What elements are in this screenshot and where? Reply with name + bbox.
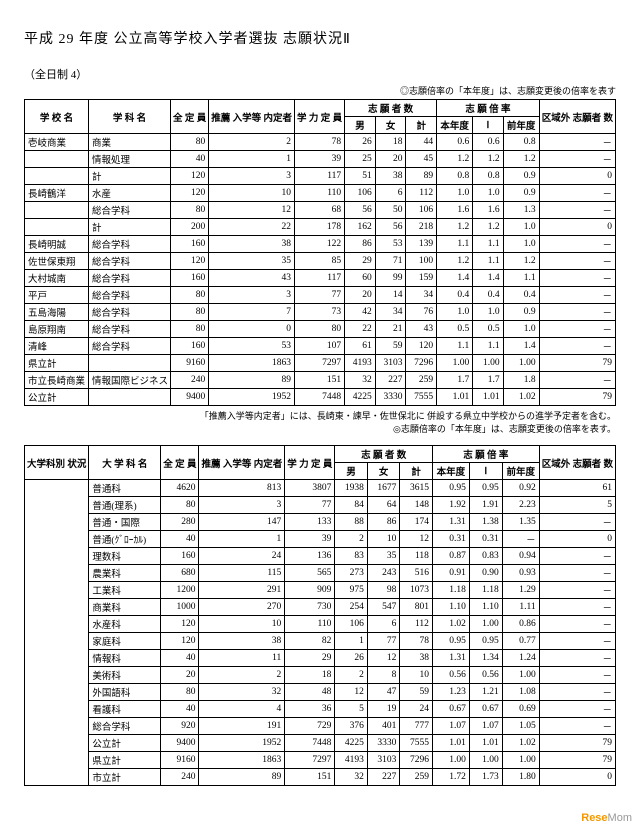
table-row: 看護科40436519240.670.670.69－ [25,701,616,718]
h-app: 志 願 者 数 [345,100,437,117]
table-row: 工業科12002919099759810731.181.181.29－ [25,582,616,599]
h-rec: 推薦 入学等 内定者 [209,100,295,134]
h2-cat: 大学科別 状況 [25,446,89,480]
table-row: 水産科1201011010661121.021.000.86－ [25,616,616,633]
table-depts: 大学科別 状況 大 学 科 名 全 定 員 推薦 入学等 内定者 学 力 定 員… [24,445,616,786]
h-i: Ⅰ [473,117,503,134]
table-row: 計20022178162562181.21.21.00 [25,219,616,236]
h-f: 女 [375,117,406,134]
table-row: 農業科6801155652732435160.910.900.93－ [25,565,616,582]
h-py: 前年度 [503,117,539,134]
table-row: 県立計9160186372974193310372961.001.001.007… [25,752,616,769]
table-row: 島原翔南総合学科800802221430.50.51.0－ [25,321,616,338]
table-row: 計12031175138890.80.80.90 [25,168,616,185]
h-cap: 全 定 員 [170,100,208,134]
h2-app: 志 願 者 数 [335,446,433,463]
h2-dept: 大 学 科 名 [89,446,161,480]
table-row: 総合学科9201917293764017771.071.071.05－ [25,718,616,735]
table-row: 五島海陽総合学科807734234761.01.00.9－ [25,304,616,321]
table-row: 総合学科80126856501061.61.61.3－ [25,202,616,219]
table-row: 外国語科8032481247591.231.211.08－ [25,684,616,701]
h2-rec: 推薦 入学等 内定者 [199,446,285,480]
subtitle: （全日制 4） [24,66,616,82]
table-row: 普通科462081338071938167736150.950.950.9261 [25,480,616,497]
table-row: 大村城南総合学科1604311760991591.41.41.1－ [25,270,616,287]
table-row: 情報処理401392520451.21.21.2－ [25,151,616,168]
table-row: 理数科1602413683351180.870.830.94－ [25,548,616,565]
h-acap: 学 力 定 員 [295,100,345,134]
h-ext: 区域外 志願者 数 [539,100,615,134]
watermark: ReseReseMomMom [581,812,632,824]
h2-cap: 全 定 員 [161,446,199,480]
page-title: 平成 29 年度 公立高等学校入学者選抜 志願状況Ⅱ [24,28,616,48]
table-row: 清峰総合学科1605310761591201.11.11.4－ [25,338,616,355]
h2-ext: 区域外 志願者 数 [539,446,615,480]
table-row: 普通(ｸﾞﾛｰｶﾙ)40139210120.310.31－0 [25,531,616,548]
table-row: 市立計24089151322272591.721.731.800 [25,769,616,786]
table-row: 公立計9400195274484225333075551.011.011.027… [25,389,616,406]
table-schools: 学 校 名 学 科 名 全 定 員 推薦 入学等 内定者 学 力 定 員 志 願… [24,99,616,406]
table-row: 平戸総合学科803772014340.40.40.4－ [25,287,616,304]
table-row: 普通(理系)8037784641481.921.912.235 [25,497,616,514]
table-row: 市立長崎商業情報国際ビジネス24089151322272591.71.71.8－ [25,372,616,389]
table-row: 美術科2021828100.560.561.00－ [25,667,616,684]
table-row: 佐世保東翔総合学科120358529711001.21.11.2－ [25,253,616,270]
table-row: 家庭科1203882177780.950.950.77－ [25,633,616,650]
h-m: 男 [345,117,376,134]
h-school: 学 校 名 [25,100,89,134]
h2-rate: 志 願 倍 率 [432,446,539,463]
h-rate: 志 願 倍 率 [437,100,540,117]
table-row: 情報科4011292612381.311.341.24－ [25,650,616,667]
note-mid: 「推薦入学等内定者」には、長崎東・諫早・佐世保北に 併設する県立中学校からの進学… [24,410,616,435]
table-row: 長崎鶴洋水産1201011010661121.01.00.9－ [25,185,616,202]
table-row: 商業科10002707302545478011.101.101.11－ [25,599,616,616]
h-dept: 学 科 名 [88,100,170,134]
h-t: 計 [406,117,437,134]
note-top: ◎志願倍率の「本年度」は、志願変更後の倍率を表す [24,84,616,97]
table-row: 普通・国際28014713388861741.311.381.35－ [25,514,616,531]
table-row: 長崎明誠総合学科1603812286531391.11.11.0－ [25,236,616,253]
table-row: 公立計9400195274484225333075551.011.011.027… [25,735,616,752]
h-cy: 本年度 [437,117,473,134]
h2-acap: 学 力 定 員 [285,446,335,480]
table-row: 壱岐商業商業802782618440.60.60.8－ [25,134,616,151]
table-row: 県立計9160186372974193310372961.001.001.007… [25,355,616,372]
